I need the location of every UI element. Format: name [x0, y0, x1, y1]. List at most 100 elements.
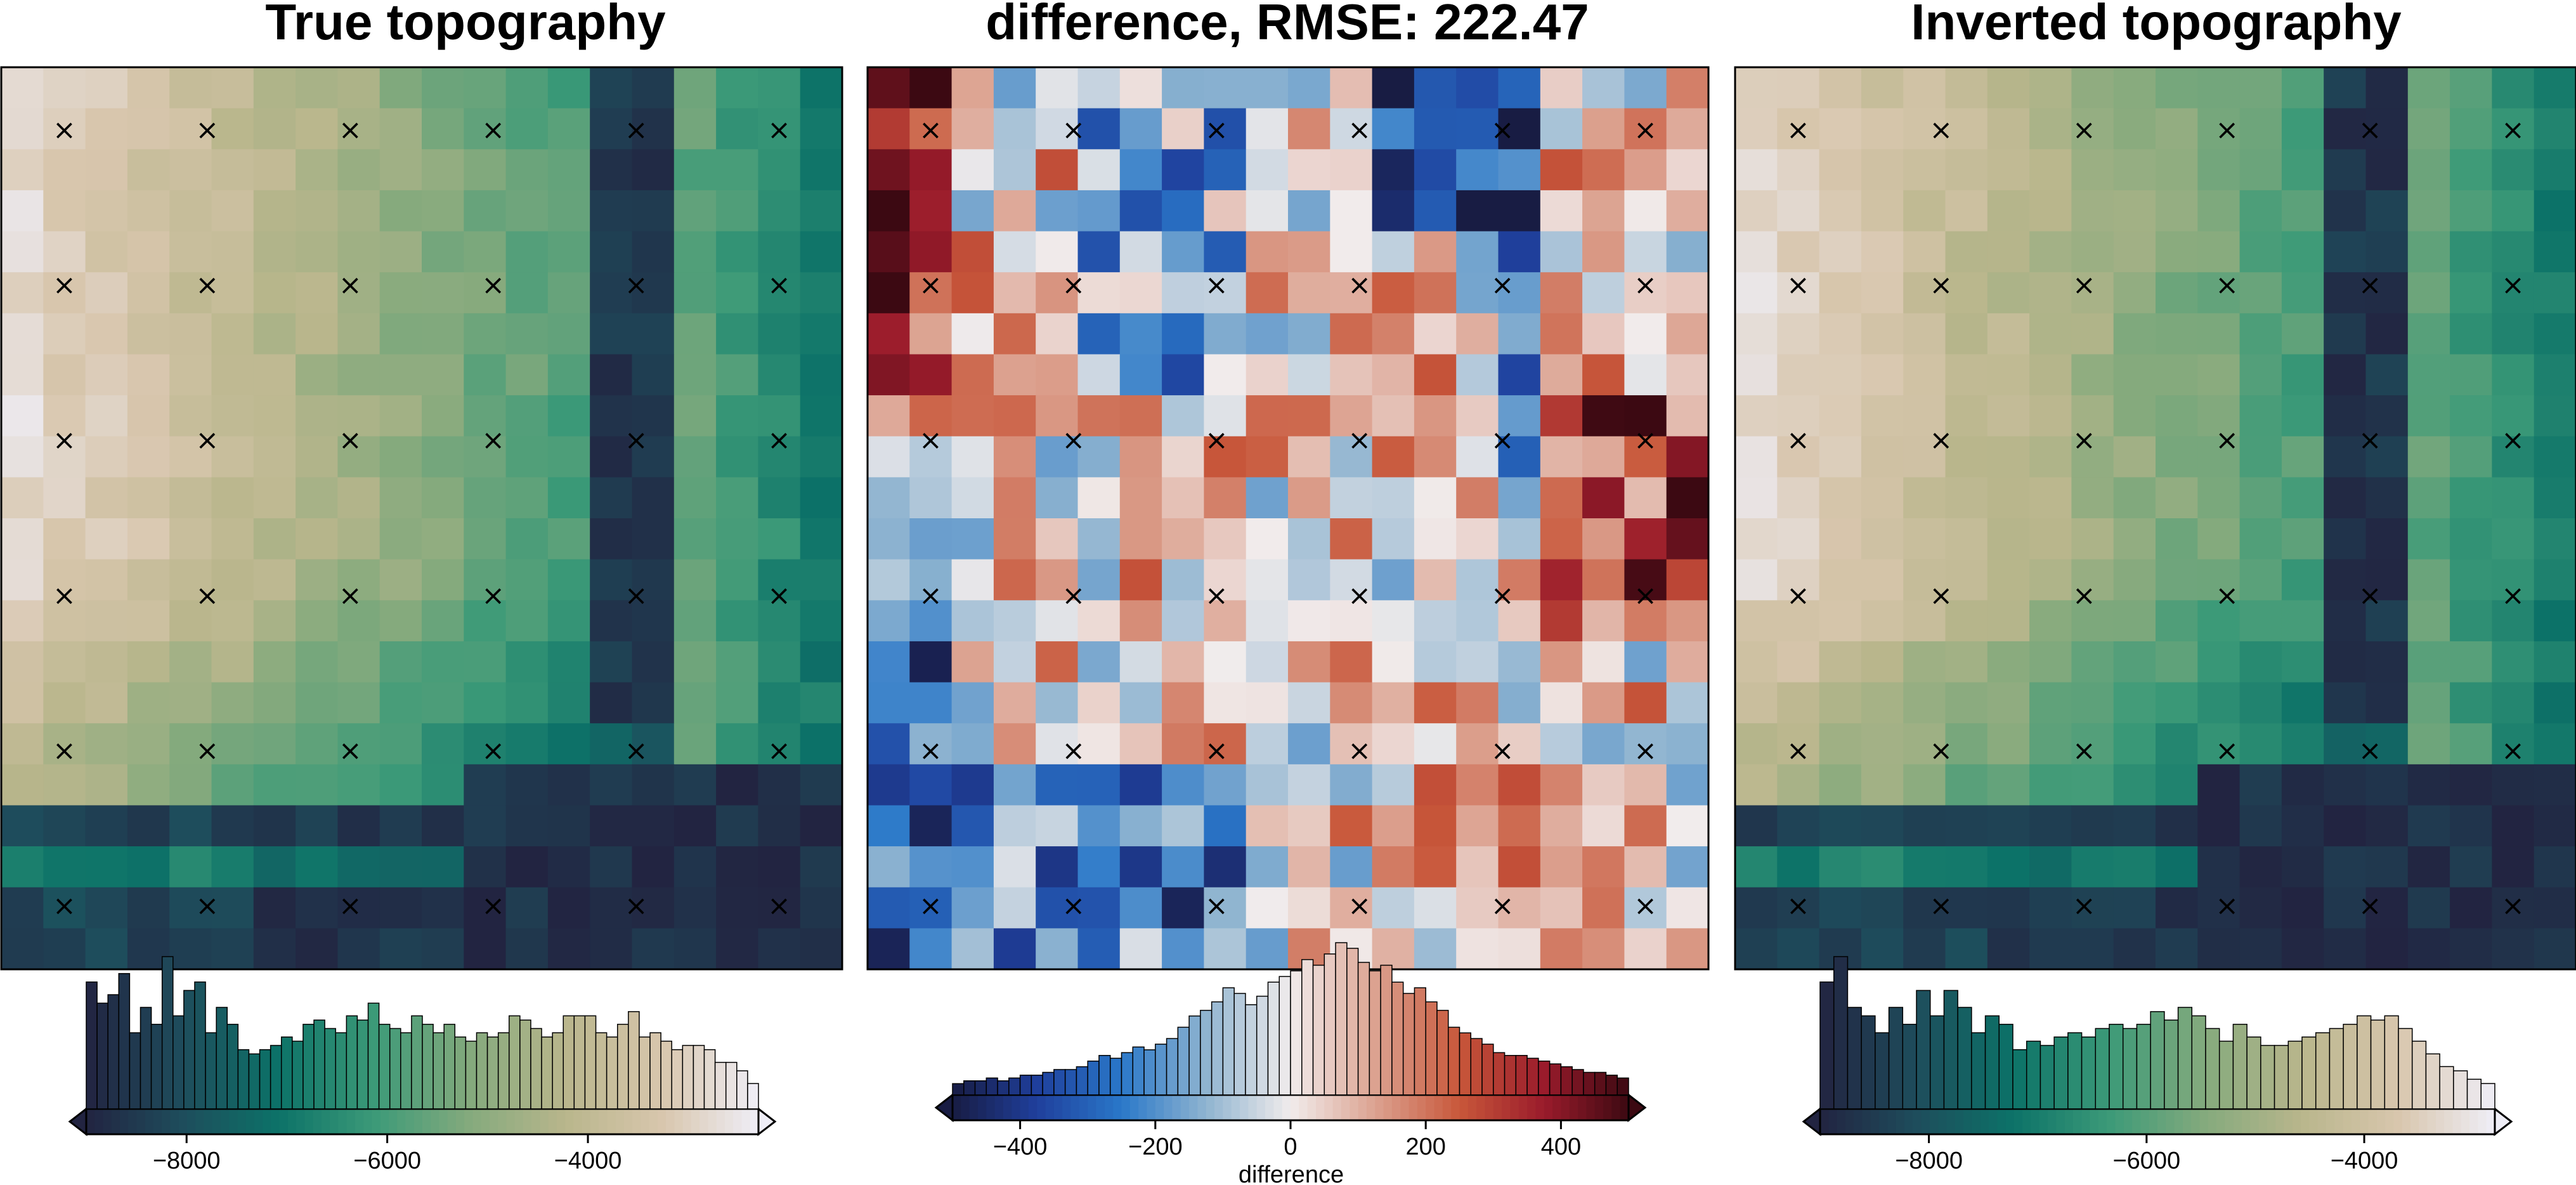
grid-cell [1582, 764, 1625, 806]
grid-cell [253, 436, 296, 478]
grid-cell [1036, 354, 1079, 396]
histogram-bar [2370, 1019, 2386, 1110]
grid-cell [673, 641, 717, 683]
grid-cell [590, 67, 633, 109]
histogram-bar [1290, 970, 1303, 1096]
colorbar-segment [2039, 1109, 2048, 1134]
station-marker: × [625, 424, 648, 457]
grid-cell [800, 231, 843, 273]
grid-cell [1204, 477, 1247, 519]
colorbar-segment [2393, 1109, 2403, 1134]
grid-cell [632, 723, 675, 765]
histogram-bar [1998, 1023, 2013, 1110]
grid-cell [2113, 805, 2156, 847]
grid-cell [909, 436, 953, 478]
grid-cell [868, 682, 910, 724]
colorbar-segment [1291, 1095, 1299, 1120]
grid-cell [1666, 313, 1709, 355]
grid-cell [2365, 190, 2409, 232]
grid-cell [2197, 354, 2241, 396]
grid-cell [422, 108, 464, 150]
grid-cell [1945, 67, 1988, 109]
grid-cell [2407, 149, 2450, 191]
grid-cell [1, 846, 44, 888]
grid-cell [2071, 559, 2114, 601]
grid-cell [169, 108, 212, 150]
grid-cell [2534, 395, 2576, 437]
grid-cell [2071, 846, 2114, 888]
histogram-bar [541, 1036, 553, 1110]
histogram-bar [606, 1036, 618, 1110]
grid-cell [1330, 313, 1373, 355]
station-marker: × [1634, 579, 1657, 612]
grid-cell [43, 395, 86, 437]
grid-cell [1036, 477, 1079, 519]
grid-cell [2324, 108, 2367, 150]
grid-cell [1987, 600, 2030, 642]
grid-cell [1624, 436, 1667, 478]
colorbar-segment [969, 1095, 979, 1120]
grid-cell [1735, 846, 1778, 888]
grid-cell [1, 149, 44, 191]
grid-cell [716, 354, 758, 396]
grid-cell [337, 190, 381, 232]
grid-cell [1582, 190, 1625, 232]
histogram-bar [1278, 976, 1291, 1096]
grid-cell [1777, 231, 1820, 273]
grid-cell [505, 190, 549, 232]
grid-cell [2197, 682, 2241, 724]
colorbar-segment [2107, 1109, 2116, 1134]
grid-cell [2450, 928, 2492, 970]
grid-cell [1819, 108, 1862, 150]
colorbar-segment [986, 1095, 996, 1120]
grid-cell [1456, 190, 1499, 232]
grid-cell [211, 518, 254, 560]
station-marker: × [1929, 889, 1953, 922]
grid-cell [2071, 641, 2114, 683]
grid-cell [632, 887, 675, 929]
grid-cell [296, 395, 338, 437]
grid-cell [868, 149, 910, 191]
grid-cell [1735, 887, 1778, 929]
station-marker: × [1929, 579, 1953, 612]
grid-cell [1036, 805, 1079, 847]
grid-cell [1162, 723, 1204, 765]
colorbar-segment [682, 1109, 692, 1134]
grid-cell [1456, 805, 1499, 847]
grid-cell [1582, 682, 1625, 724]
grid-cell [1903, 641, 1946, 683]
grid-cell [909, 477, 953, 519]
grid-cell [1119, 723, 1162, 765]
grid-cell [547, 108, 590, 150]
grid-cell [632, 928, 675, 970]
grid-cell [2407, 518, 2450, 560]
grid-cell [211, 108, 254, 150]
grid-cell [1288, 231, 1330, 273]
grid-cell [1540, 354, 1583, 396]
histogram-bar [1391, 981, 1404, 1096]
grid-cell [1582, 477, 1625, 519]
grid-cell [716, 682, 758, 724]
colorbar-segment [1552, 1095, 1561, 1120]
grid-cell [379, 149, 422, 191]
grid-cell [2029, 395, 2072, 437]
grid-cell [2071, 518, 2114, 560]
grid-cell [1624, 805, 1667, 847]
grid-cell [1735, 641, 1778, 683]
histogram-bar [1335, 942, 1348, 1096]
grid-cell [1624, 354, 1667, 396]
grid-cell [422, 764, 464, 806]
grid-cell [868, 313, 910, 355]
grid-cell [1330, 559, 1373, 601]
grid-cell [2365, 846, 2409, 888]
grid-cell [1246, 682, 1289, 724]
colorbar-segment [187, 1109, 196, 1134]
grid-cell [1735, 928, 1778, 970]
colorbar-segment [1451, 1095, 1460, 1120]
colorbar-segment [2216, 1109, 2225, 1134]
grid-cell [1582, 108, 1625, 150]
grid-cell [632, 395, 675, 437]
station-marker: × [1062, 579, 1085, 612]
grid-cell [1666, 149, 1709, 191]
grid-cell [2534, 313, 2576, 355]
